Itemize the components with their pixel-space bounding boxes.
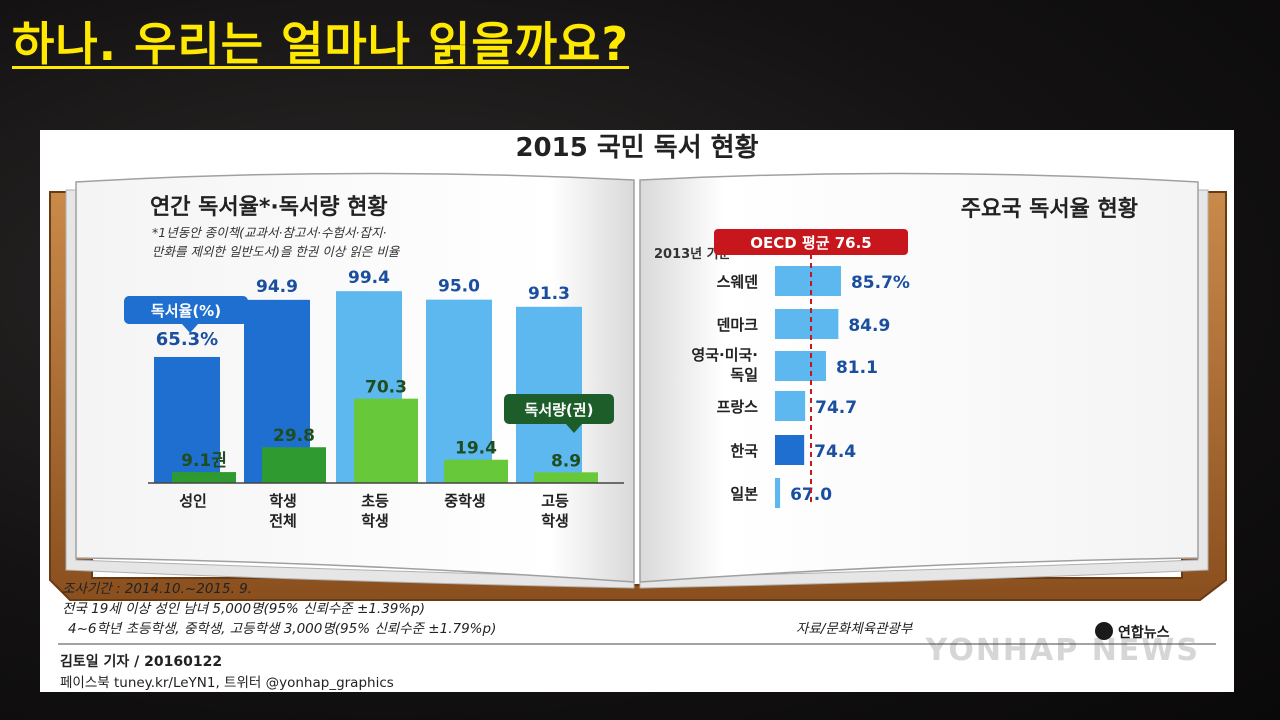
country-value-label: 81.1 (836, 358, 878, 378)
social-links: 페이스북 tuney.kr/LeYN1, 트위터 @yonhap_graphic… (60, 675, 394, 691)
volume-value-label: 9.1권 (181, 451, 227, 471)
category-label: 중학생 (444, 492, 485, 510)
oecd-reference: OECD 평균 76.5 (714, 229, 909, 502)
volume-callout-box (504, 394, 614, 424)
country-value-label: 74.4 (814, 442, 856, 462)
volume-callout-pointer (566, 424, 582, 433)
country-bar (775, 266, 841, 296)
right-chart: 주요국 독서율 현황 2013년 기준 85.7% 스웨덴 84.9 덴마크 81.1 영… (654, 197, 1138, 508)
volume-bar (172, 472, 236, 483)
category-label: 초등 (361, 492, 389, 510)
rate-value-label: 94.9 (256, 277, 298, 297)
yonhap-logo-mark (1095, 622, 1113, 640)
category-label: 학생 (269, 492, 297, 510)
volume-value-label: 29.8 (273, 426, 315, 446)
sample-adults: 전국 19세 이상 성인 남녀 5,000명(95% 신뢰수준 ±1.39%p) (62, 601, 425, 617)
country-label: 스웨덴 (717, 273, 758, 291)
category-label: 고등 (541, 492, 569, 510)
country-bar (775, 391, 806, 421)
volume-value-label: 70.3 (365, 378, 407, 398)
country-value-label: 74.7 (815, 398, 857, 418)
country-bar (775, 478, 781, 508)
country-value-label: 84.9 (848, 316, 890, 336)
rate-callout: 독서율(%) (124, 296, 248, 333)
rate-callout-box (124, 296, 248, 324)
left-chart: 연간 독서율*·독서량 현황 *1년동안 종이책(교과서·참고서·수험서·잡지·… (124, 195, 624, 530)
rate-callout-pointer (182, 324, 198, 333)
survey-period: 조사기간 : 2014.10.~2015. 9. (62, 581, 252, 597)
rate-value-label: 65.3% (156, 329, 218, 350)
country-label: 영국·미국· (691, 346, 758, 364)
volume-callout-label: 독서량(권) (525, 401, 594, 419)
country-value-label: 67.0 (790, 485, 832, 505)
country-label: 한국 (730, 442, 758, 460)
source: 자료/문화체육관광부 (796, 621, 913, 637)
category-label: 성인 (179, 492, 207, 510)
right-chart-title: 주요국 독서율 현황 (961, 197, 1138, 222)
volume-bar (534, 472, 598, 483)
country-bar (775, 351, 826, 381)
volume-value-label: 19.4 (455, 439, 497, 459)
sample-students: 4~6학년 초등학생, 중학생, 고등학생 3,000명(95% 신뢰수준 ±1… (68, 621, 496, 637)
rate-bar (154, 356, 220, 483)
right-chart-subtitle: 2013년 기준 (654, 247, 731, 262)
oecd-reference-label: OECD 평균 76.5 (750, 234, 872, 252)
figure-title: 2015 국민 독서 현황 (515, 133, 758, 163)
country-label: 프랑스 (717, 398, 759, 416)
rate-value-label: 91.3 (528, 284, 570, 304)
oecd-reference-box (714, 229, 909, 255)
byline: 김토일 기자 / 20160122 (60, 653, 222, 670)
country-value-label: 85.7% (851, 273, 910, 293)
volume-bar (354, 398, 418, 483)
country-label: 덴마크 (717, 316, 759, 334)
watermark: YONHAP NEWS (925, 633, 1200, 668)
category-label: 학생 (361, 512, 389, 530)
category-label: 전체 (269, 512, 297, 530)
volume-callout: 독서량(권) (504, 394, 614, 433)
category-label: 학생 (541, 512, 569, 530)
left-chart-note-line-2: 만화를 제외한 일반도서)을 한권 이상 읽은 비율 (152, 244, 401, 259)
figure-footer: 조사기간 : 2014.10.~2015. 9. 전국 19세 이상 성인 남녀… (58, 581, 1216, 691)
volume-bar (444, 459, 508, 483)
yonhap-logo: 연합뉴스 (1118, 624, 1170, 641)
rate-value-label: 99.4 (348, 268, 390, 288)
volume-bar (262, 447, 326, 483)
country-label: 독일 (730, 366, 758, 384)
slide-title: 하나. 우리는 얼마나 읽을까요? (12, 17, 630, 71)
country-label: 일본 (730, 485, 758, 503)
infographic: 2015 국민 독서 현황 연간 독서율*·독서량 현황 *1년동안 종이책(교… (40, 130, 1234, 692)
country-bar (775, 435, 805, 465)
country-bar (775, 309, 839, 339)
rate-callout-label: 독서율(%) (151, 302, 221, 320)
right-bars: 85.7% 스웨덴 84.9 덴마크 81.1 영국·미국· 독일 74.7 프랑스 74.4 한국… (691, 266, 910, 508)
rate-value-label: 95.0 (438, 277, 480, 297)
infographic-canvas: 2015 국민 독서 현황 연간 독서율*·독서량 현황 *1년동안 종이책(교… (49, 133, 1227, 691)
left-chart-title: 연간 독서율*·독서량 현황 (150, 195, 388, 220)
left-chart-note-line-1: *1년동안 종이책(교과서·참고서·수험서·잡지· (152, 225, 386, 240)
volume-value-label: 8.9 (551, 451, 581, 471)
rate-bar (426, 299, 492, 483)
